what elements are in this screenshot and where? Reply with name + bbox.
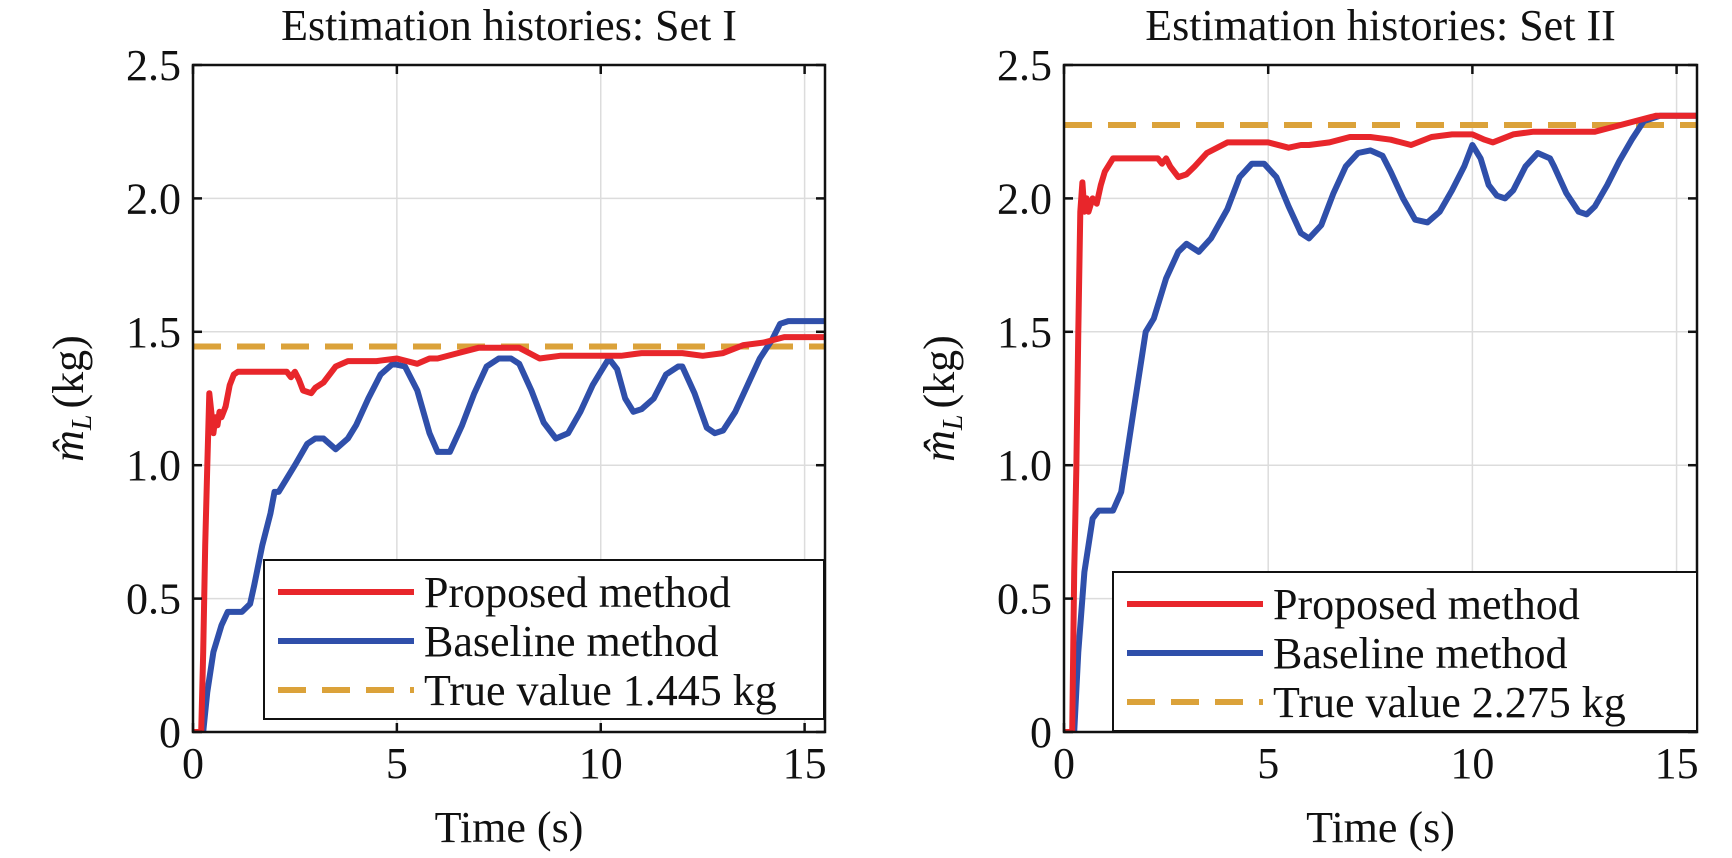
x-tick-label: 0 (182, 739, 204, 788)
x-tick-label: 15 (783, 739, 827, 788)
y-tick-label: 0 (159, 708, 181, 757)
x-axis-label: Time (s) (1306, 803, 1455, 852)
series-line-baseline (193, 318, 825, 732)
x-tick-label: 0 (1053, 739, 1075, 788)
y-tick-label: 0 (1030, 708, 1052, 757)
x-tick-label: 5 (386, 739, 408, 788)
y-tick-label: 1.5 (126, 308, 181, 357)
y-tick-label: 2.0 (997, 174, 1052, 223)
y-tick-label: 2.0 (126, 174, 181, 223)
y-axis-label: m̂L (kg) (915, 335, 969, 462)
y-tick-label: 0.5 (126, 575, 181, 624)
legend-label-baseline: Baseline method (424, 617, 719, 666)
x-axis-label: Time (s) (435, 803, 584, 852)
x-tick-label: 10 (1450, 739, 1494, 788)
y-axis-label: m̂L (kg) (44, 335, 98, 462)
y-axis-subscript: L (67, 414, 98, 431)
ticks: 0 5 10 15 0 0.5 1.0 1.5 2.0 2.5 (997, 41, 1699, 788)
y-axis-subscript: L (938, 414, 969, 431)
legend-label-proposed: Proposed method (1273, 580, 1580, 629)
y-axis-unit: (kg) (915, 335, 964, 408)
y-tick-label: 0.5 (997, 575, 1052, 624)
x-tick-label: 5 (1257, 739, 1279, 788)
y-axis-symbol: m̂ (915, 430, 964, 462)
y-tick-label: 1.0 (997, 441, 1052, 490)
series-group (1064, 112, 1697, 732)
y-tick-label: 1.0 (126, 441, 181, 490)
chart-1: 0 5 10 15 0 0.5 1.0 1.5 2.0 2.5 Estimation histori… (44, 1, 827, 852)
plot-frame (191, 63, 827, 734)
y-axis-unit: (kg) (44, 335, 93, 408)
chart-title: Estimation histories: Set II (1145, 1, 1616, 50)
y-tick-label: 2.5 (126, 41, 181, 90)
x-tick-label: 15 (1655, 739, 1699, 788)
chart-title: Estimation histories: Set I (281, 1, 737, 50)
y-axis-symbol: m̂ (44, 430, 93, 462)
legend-label-proposed: Proposed method (424, 568, 731, 617)
y-tick-label: 1.5 (997, 308, 1052, 357)
y-tick-label: 2.5 (997, 41, 1052, 90)
series-line-proposed (1064, 112, 1697, 732)
series-line-proposed (193, 334, 825, 732)
legend-label-true-value: True value 2.275 kg (1273, 678, 1626, 727)
x-tick-label: 10 (579, 739, 623, 788)
legend-label-baseline: Baseline method (1273, 629, 1568, 678)
legend-label-true-value: True value 1.445 kg (424, 666, 777, 715)
series-line-baseline (1064, 112, 1697, 732)
series-group (193, 318, 825, 732)
chart-2: 0 5 10 15 0 0.5 1.0 1.5 2.0 2.5 Estimation histori… (915, 1, 1699, 852)
ticks: 0 5 10 15 0 0.5 1.0 1.5 2.0 2.5 (126, 41, 827, 788)
